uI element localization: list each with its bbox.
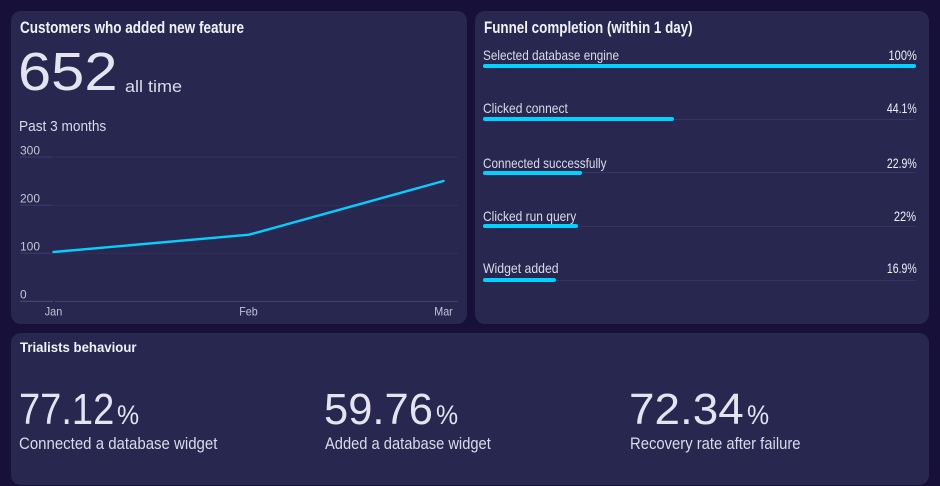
svg-text:Jan: Jan — [45, 304, 63, 318]
svg-text:Feb: Feb — [239, 304, 258, 318]
svg-text:300: 300 — [20, 143, 40, 157]
svg-text:Mar: Mar — [434, 304, 453, 318]
svg-text:0: 0 — [20, 287, 27, 301]
svg-text:100: 100 — [20, 239, 40, 253]
svg-text:200: 200 — [20, 191, 40, 205]
